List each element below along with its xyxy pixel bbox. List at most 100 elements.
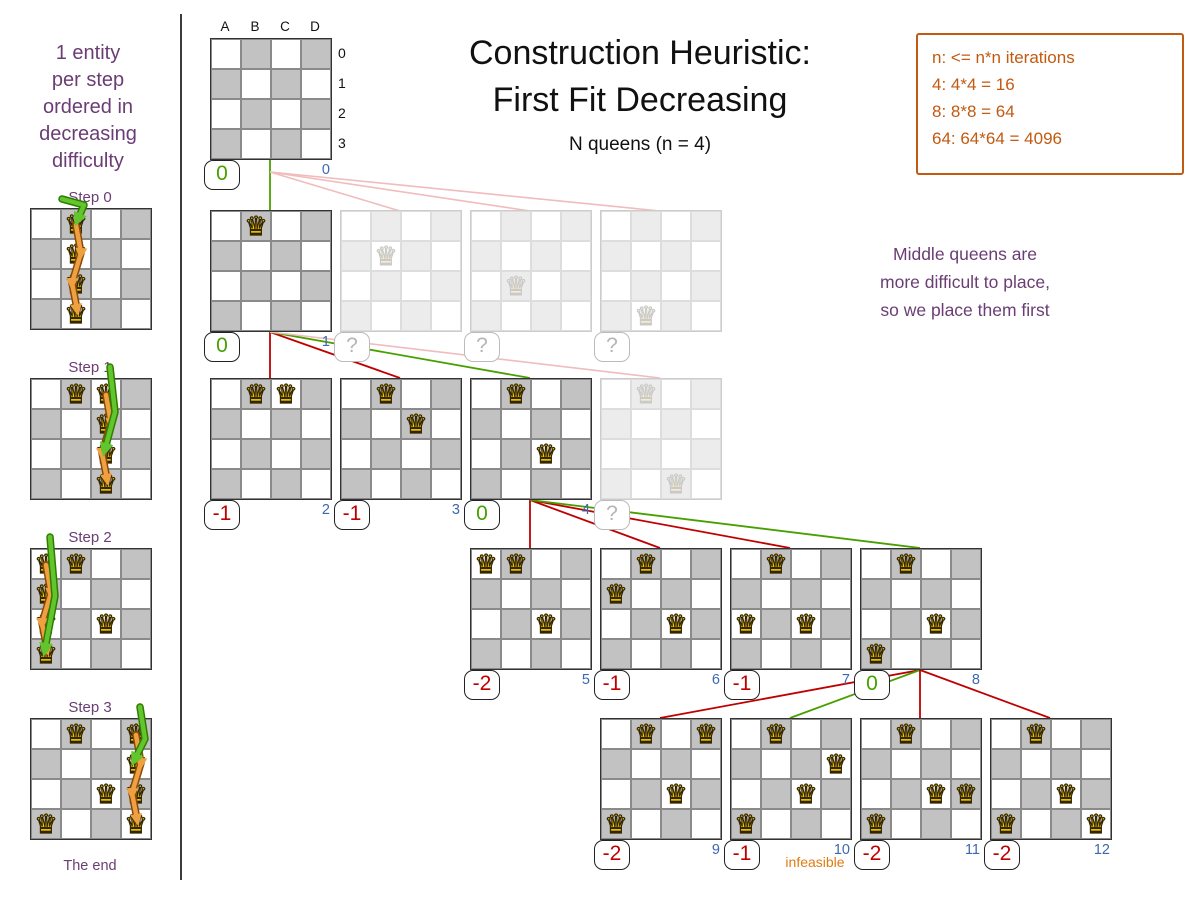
board-cell	[531, 211, 561, 241]
board-cell	[301, 241, 331, 271]
board-cell	[501, 579, 531, 609]
score-badge: -2	[984, 840, 1020, 870]
board-cell	[371, 379, 401, 409]
step-label-3: Step 3	[68, 699, 112, 716]
board-cell	[861, 609, 891, 639]
divider-line	[180, 14, 182, 880]
board-cell	[951, 549, 981, 579]
board-cell	[661, 439, 691, 469]
queen-c3-icon: ♛	[664, 468, 688, 499]
board-cell	[31, 209, 61, 239]
board-cell	[121, 439, 151, 469]
board-cell	[301, 129, 331, 159]
board-untried: ♛	[470, 210, 592, 332]
board-index: 6	[711, 672, 720, 688]
board-index: 12	[1093, 842, 1110, 858]
board-cell	[561, 241, 591, 271]
board-cell	[91, 579, 121, 609]
board-cell	[31, 409, 61, 439]
board-cell	[371, 301, 401, 331]
board-cell	[921, 579, 951, 609]
board-cell	[631, 579, 661, 609]
board-cell	[121, 379, 151, 409]
board-cell	[501, 549, 531, 579]
board-cell	[601, 549, 631, 579]
board-cell	[1051, 749, 1081, 779]
board-index: 4	[581, 502, 590, 518]
board-7: ♛ ♛ ♛	[730, 548, 852, 670]
board-cell	[561, 409, 591, 439]
board-cell	[471, 241, 501, 271]
board-cell	[951, 779, 981, 809]
board-cell	[301, 211, 331, 241]
column-label-d: D	[310, 19, 320, 34]
board-cell	[731, 779, 761, 809]
intro-line: 1 entity	[55, 42, 121, 64]
board-cell	[91, 209, 121, 239]
board-cell	[61, 469, 91, 499]
board-cell	[501, 301, 531, 331]
board-cell	[501, 409, 531, 439]
board-cell	[631, 409, 661, 439]
board-cell	[691, 301, 721, 331]
board-cell	[691, 609, 721, 639]
board-cell	[61, 639, 91, 669]
queen-b3-icon: ♛	[634, 300, 658, 331]
board-cell	[211, 301, 241, 331]
board-cell	[531, 409, 561, 439]
board-cell	[661, 809, 691, 839]
board-12: ♛ ♛ ♛ ♛	[990, 718, 1112, 840]
step-label-2: Step 2	[68, 529, 112, 546]
board-cell	[731, 749, 761, 779]
board-cell	[921, 809, 951, 839]
queen-a3-icon: ♛	[864, 808, 889, 839]
board-cell	[821, 579, 851, 609]
board-cell	[891, 809, 921, 839]
board-cell	[241, 99, 271, 129]
row-label-2: 2	[338, 105, 346, 121]
board-cell	[531, 469, 561, 499]
score-badge: -1	[334, 500, 370, 530]
board-cell	[31, 809, 61, 839]
board-untried: ♛	[340, 210, 462, 332]
board-cell	[301, 271, 331, 301]
board-index: 9	[711, 842, 720, 858]
board-cell	[61, 609, 91, 639]
board-cell	[471, 639, 501, 669]
info-line: 4: 4*4 = 16	[932, 75, 1015, 94]
board-cell	[601, 749, 631, 779]
board-index: 8	[971, 672, 980, 688]
score-badge: 0	[204, 332, 240, 362]
board-cell	[951, 719, 981, 749]
board-cell	[531, 439, 561, 469]
board-cell	[31, 469, 61, 499]
queen-b0-icon: ♛	[374, 378, 399, 409]
board-cell	[661, 749, 691, 779]
board-cell	[271, 439, 301, 469]
board-cell	[601, 409, 631, 439]
board-cell	[661, 719, 691, 749]
queen-b0-icon: ♛	[764, 718, 789, 749]
score-badge: -1	[594, 670, 630, 700]
board-index: 11	[964, 842, 980, 858]
board-cell	[631, 379, 661, 409]
board-cell	[241, 241, 271, 271]
board-cell	[891, 609, 921, 639]
annotation-line: so we place them first	[880, 300, 1050, 320]
board-cell	[731, 639, 761, 669]
board-cell	[471, 301, 501, 331]
board-cell	[211, 241, 241, 271]
board-cell	[1081, 719, 1111, 749]
board-cell	[561, 639, 591, 669]
board-cell	[921, 749, 951, 779]
board-cell	[891, 779, 921, 809]
board-cell	[401, 409, 431, 439]
board-cell	[761, 749, 791, 779]
board-cell	[61, 779, 91, 809]
board-cell	[661, 549, 691, 579]
board-cell	[631, 779, 661, 809]
board-cell	[861, 749, 891, 779]
board-cell	[341, 271, 371, 301]
queen-b2-icon: ♛	[504, 270, 528, 301]
the-end-label: The end	[63, 858, 117, 874]
